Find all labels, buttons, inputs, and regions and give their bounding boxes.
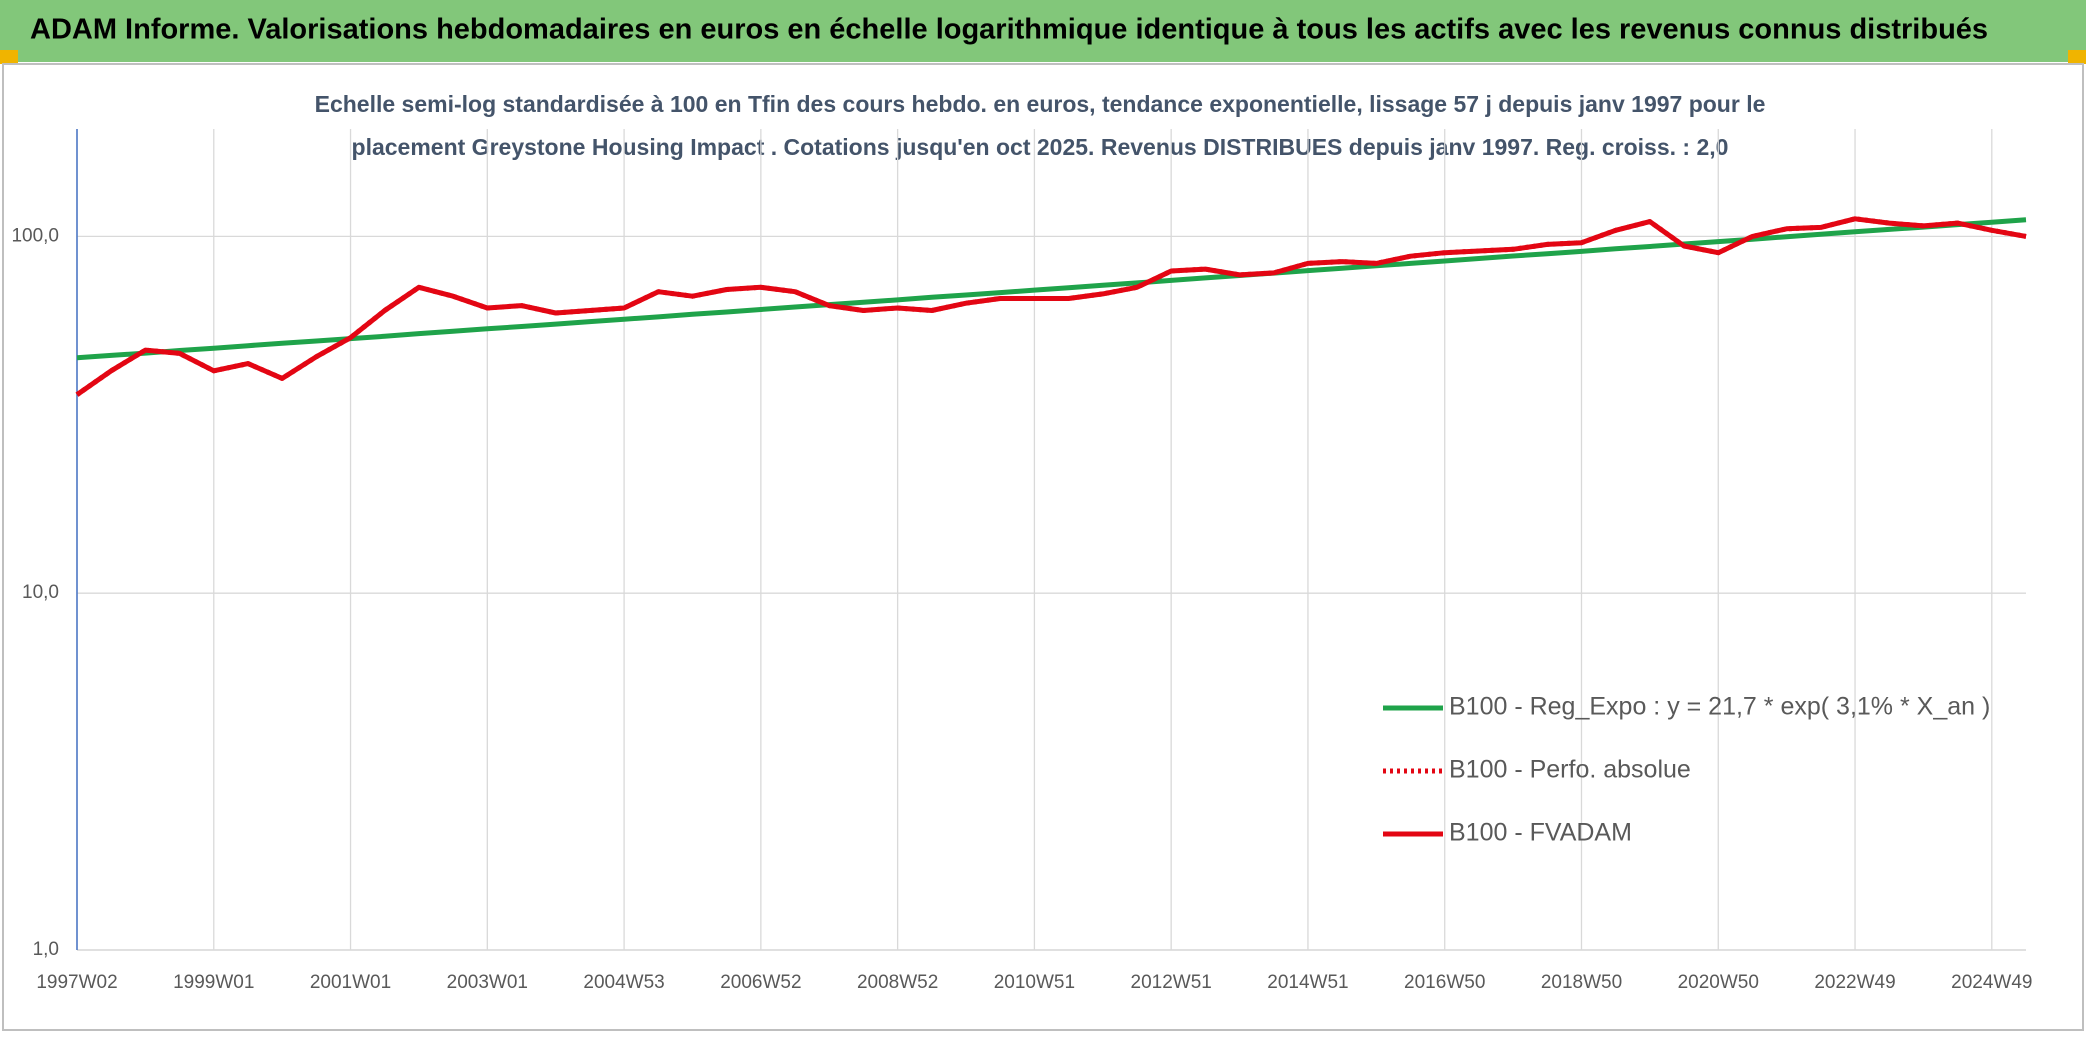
x-tick-label: 2008W52 bbox=[857, 972, 938, 993]
x-tick-label: 2024W49 bbox=[1951, 972, 2032, 993]
legend-label: B100 - FVADAM bbox=[1449, 819, 1632, 847]
y-tick-label: 1,0 bbox=[33, 939, 59, 960]
legend-label: B100 - Perfo. absolue bbox=[1449, 756, 1691, 784]
chart-frame bbox=[2, 63, 2084, 1031]
x-tick-label: 2018W50 bbox=[1541, 972, 1622, 993]
y-tick-label: 100,0 bbox=[11, 225, 59, 246]
subtitle: Echelle semi-log standardisée à 100 en T… bbox=[315, 91, 1766, 117]
x-tick-label: 2010W51 bbox=[994, 972, 1075, 993]
y-tick-label: 10,0 bbox=[22, 582, 59, 603]
x-tick-label: 2016W50 bbox=[1404, 972, 1485, 993]
corner bbox=[0, 50, 18, 64]
x-tick-label: 2020W50 bbox=[1678, 972, 1759, 993]
x-tick-label: 2001W01 bbox=[310, 972, 391, 993]
x-tick-label: 1997W02 bbox=[36, 972, 117, 993]
subtitle: placement Greystone Housing Impact . Cot… bbox=[352, 134, 1729, 160]
x-tick-label: 2022W49 bbox=[1814, 972, 1895, 993]
legend-label: B100 - Reg_Expo : y = 21,7 * exp( 3,1% *… bbox=[1449, 693, 1990, 721]
x-tick-label: 2014W51 bbox=[1267, 972, 1348, 993]
header-band bbox=[0, 0, 2086, 62]
series-line bbox=[75, 216, 2027, 397]
x-tick-label: 2003W01 bbox=[447, 972, 528, 993]
x-tick-label: 1999W01 bbox=[173, 972, 254, 993]
x-tick-label: 2004W53 bbox=[583, 972, 664, 993]
x-tick-label: 2006W52 bbox=[720, 972, 801, 993]
series-line bbox=[76, 217, 2027, 361]
corner bbox=[2068, 50, 2086, 64]
chart-title: ADAM Informe. Valorisations hebdomadaire… bbox=[30, 14, 1988, 46]
x-tick-label: 2012W51 bbox=[1131, 972, 1212, 993]
